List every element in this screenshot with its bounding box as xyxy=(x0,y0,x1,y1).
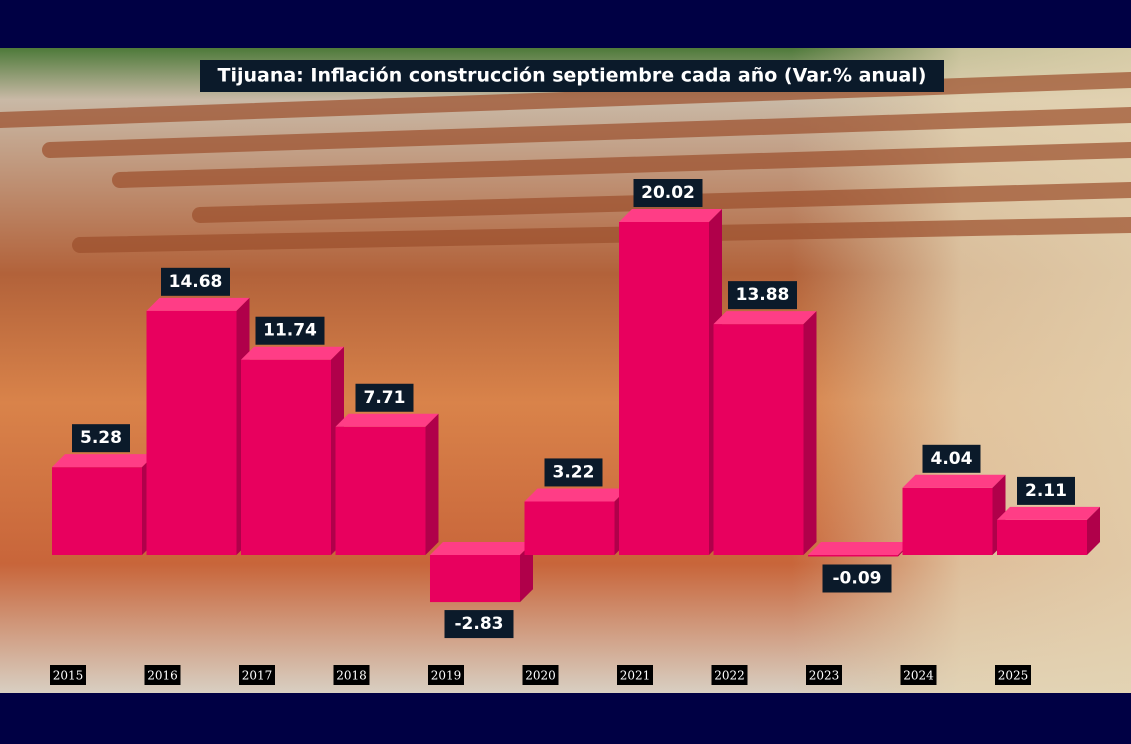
x-tick-label: 2020 xyxy=(525,669,556,683)
value-label-box xyxy=(728,281,797,310)
x-tick-box xyxy=(900,665,937,685)
value-label-box xyxy=(444,610,514,639)
value-label: 3.22 xyxy=(553,462,595,482)
x-tick-label: 2019 xyxy=(431,669,462,683)
bar-top xyxy=(902,474,1006,488)
x-tick-box xyxy=(428,665,464,685)
bar-front xyxy=(335,426,426,555)
x-tick-label: 2015 xyxy=(53,669,84,683)
value-label: -0.09 xyxy=(833,568,882,588)
x-tick-label: 2022 xyxy=(714,669,745,683)
value-label-box xyxy=(255,316,325,345)
pipes xyxy=(0,72,1131,253)
bar-top xyxy=(430,542,533,555)
value-label: 4.04 xyxy=(931,449,973,469)
bar-top xyxy=(619,209,722,222)
value-label: 20.02 xyxy=(641,183,695,203)
x-tick-box xyxy=(144,665,181,685)
x-tick-box xyxy=(995,665,1031,685)
x-tick-label: 2016 xyxy=(147,669,178,683)
x-tick-box xyxy=(50,665,86,685)
x-tick-label: 2017 xyxy=(242,669,273,683)
bar-side xyxy=(425,413,439,555)
value-label-box xyxy=(822,564,892,593)
value-label: 14.68 xyxy=(169,272,223,292)
value-label-box xyxy=(544,458,603,487)
bar-side xyxy=(1087,506,1100,555)
value-label-box xyxy=(355,383,414,412)
value-label: 5.28 xyxy=(80,428,122,448)
chart-title: Tijuana: Inflación construcción septiemb… xyxy=(217,65,926,87)
bar-side xyxy=(520,542,533,603)
x-tick-label: 2021 xyxy=(620,669,651,683)
value-label-box xyxy=(922,444,981,473)
x-tick-box xyxy=(711,665,748,685)
x-tick-box xyxy=(806,665,842,685)
bar-top xyxy=(52,454,155,468)
x-tick-box xyxy=(239,665,275,685)
bar-top xyxy=(713,311,817,325)
bar-front xyxy=(902,487,993,555)
bar-top xyxy=(146,297,250,311)
bar-top xyxy=(997,506,1100,520)
bar-top xyxy=(524,488,628,502)
bar-front xyxy=(430,555,520,603)
value-label: 11.74 xyxy=(263,321,317,341)
x-tick-label: 2018 xyxy=(336,669,367,683)
value-label-box xyxy=(1017,476,1075,505)
x-tick-box xyxy=(617,665,653,685)
bar-front xyxy=(997,519,1087,555)
bar-front xyxy=(146,310,237,555)
bottom-band xyxy=(0,693,1131,744)
x-tick-box xyxy=(333,665,370,685)
value-label: 7.71 xyxy=(364,388,406,408)
x-tick-label: 2025 xyxy=(998,669,1029,683)
bar-front xyxy=(808,555,898,557)
bar-top xyxy=(241,346,344,360)
x-tick-label: 2023 xyxy=(809,669,840,683)
value-label: -2.83 xyxy=(455,614,504,634)
value-label-box xyxy=(161,267,230,296)
x-tick-label: 2024 xyxy=(903,669,934,683)
bar-front xyxy=(52,467,142,555)
value-label: 2.11 xyxy=(1025,481,1067,501)
value-label-box xyxy=(72,424,130,453)
bar-top xyxy=(335,413,439,427)
title-box xyxy=(200,60,944,92)
top-band xyxy=(0,0,1131,48)
bar-front xyxy=(619,222,709,555)
bar-front xyxy=(241,359,331,555)
x-tick-box xyxy=(522,665,559,685)
bar-front xyxy=(524,501,615,555)
bar-top xyxy=(808,542,911,555)
value-label: 13.88 xyxy=(736,285,790,305)
bar-side xyxy=(803,311,817,555)
bar-front xyxy=(713,324,804,555)
value-label-box xyxy=(633,179,703,207)
